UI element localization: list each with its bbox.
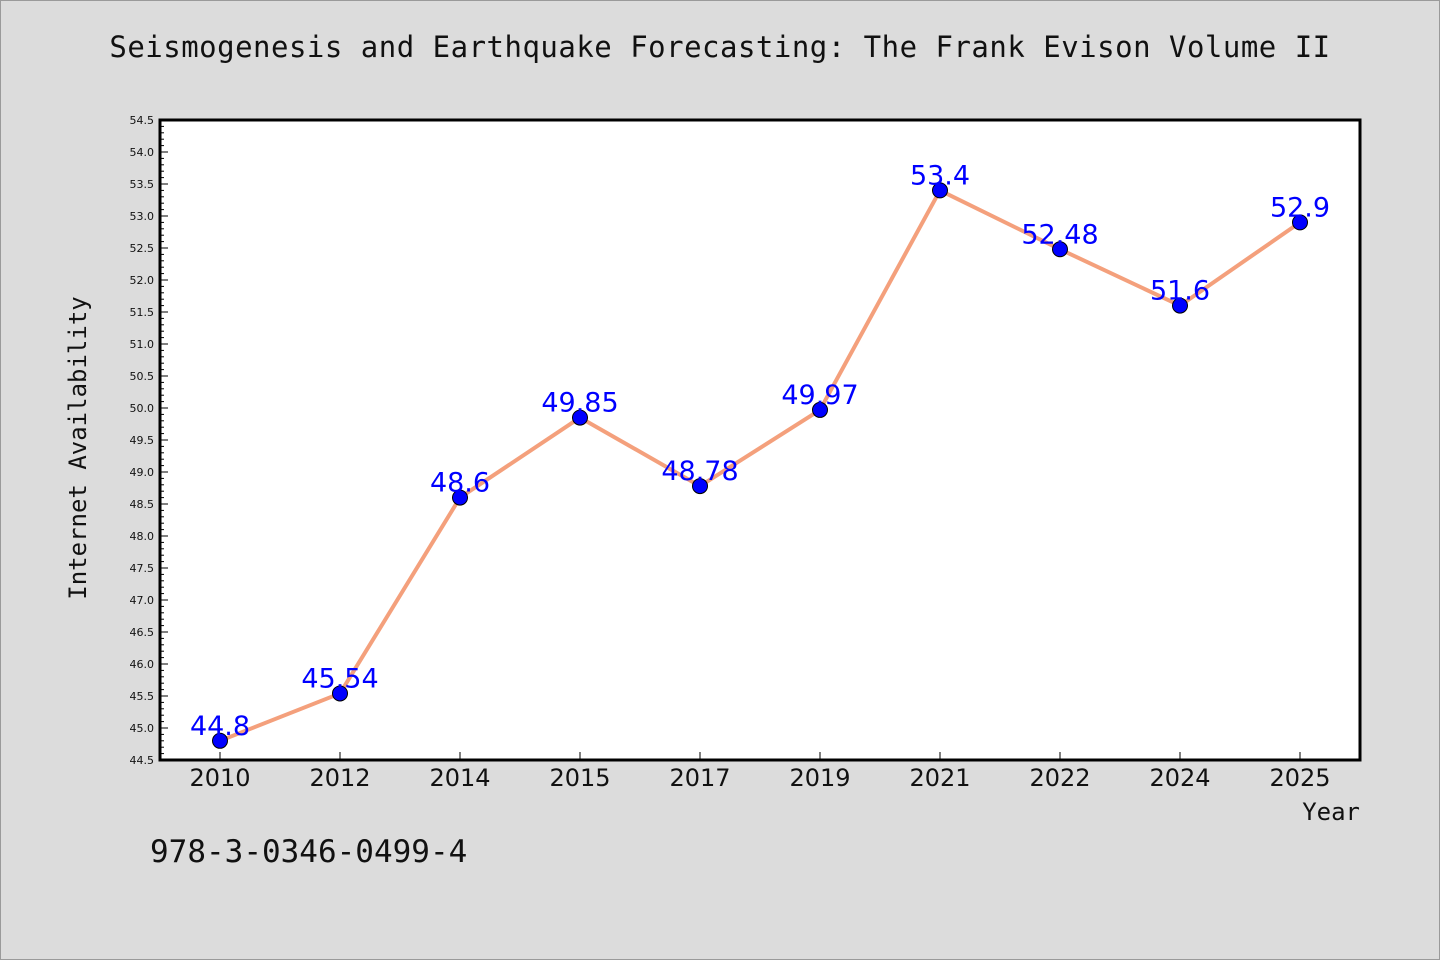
- y-tick-label: 47.5: [130, 562, 155, 575]
- y-tick-label: 51.0: [130, 338, 155, 351]
- y-tick-label: 48.5: [130, 498, 155, 511]
- data-point: [572, 409, 588, 426]
- y-tick-label: 52.0: [130, 274, 155, 287]
- y-tick-label: 46.5: [130, 626, 155, 639]
- data-point: [812, 401, 828, 418]
- x-tick-label: 2022: [1029, 764, 1090, 792]
- y-tick-label: 48.0: [130, 530, 155, 543]
- x-tick-label: 2017: [669, 764, 730, 792]
- y-tick-label: 54.5: [130, 114, 155, 127]
- plot-area: [158, 118, 1362, 762]
- y-tick-label: 45.0: [130, 722, 155, 735]
- data-point: [692, 478, 708, 495]
- data-point: [932, 182, 948, 199]
- y-tick-label: 44.5: [130, 754, 155, 767]
- x-tick-label: 2019: [789, 764, 850, 792]
- data-label: 51.6: [1150, 276, 1210, 307]
- y-tick-label: 53.0: [130, 210, 155, 223]
- y-axis: 44.5 45.0 45.5 46.0 46.5 47.0 47.5 48.0 48.5 49.0…: [130, 114, 168, 767]
- data-label: 52.9: [1270, 192, 1330, 223]
- chart-title: Seismogenesis and Earthquake Forecasting…: [109, 30, 1331, 64]
- series-line-group: [219, 188, 1302, 743]
- data-label: 53.4: [910, 160, 970, 191]
- data-label: 44.8: [190, 711, 250, 742]
- data-point: [452, 489, 468, 506]
- x-tick-label: 2024: [1149, 764, 1210, 792]
- x-tick-label: 2015: [549, 764, 610, 792]
- x-tick-label: 2010: [189, 764, 250, 792]
- data-label: 48.6: [430, 468, 490, 499]
- y-tick-label: 46.0: [130, 658, 155, 671]
- data-point: [1292, 214, 1308, 231]
- y-tick-label: 49.0: [130, 466, 155, 479]
- y-tick-label: 51.5: [130, 306, 155, 319]
- data-label: 49.85: [541, 388, 618, 419]
- data-points: [212, 182, 1308, 749]
- x-axis-label: Year: [1302, 798, 1360, 826]
- data-label: 49.97: [781, 380, 858, 411]
- data-point: [1052, 241, 1068, 258]
- data-point: [1172, 297, 1188, 314]
- isbn-text: 978-3-0346-0499-4: [150, 834, 468, 870]
- data-point: [332, 685, 348, 702]
- x-tick-label: 2021: [909, 764, 970, 792]
- data-point: [212, 732, 228, 749]
- x-tick-label: 2025: [1269, 764, 1330, 792]
- data-label: 45.54: [301, 663, 378, 694]
- data-label: 52.48: [1021, 219, 1098, 250]
- y-tick-label: 52.5: [130, 242, 155, 255]
- y-tick-label: 47.0: [130, 594, 155, 607]
- y-tick-label: 50.0: [130, 402, 155, 415]
- y-tick-label: 49.5: [130, 434, 155, 447]
- data-labels: 44.8 45.54 48.6 49.85 48.78 49.97 53.4 52.48 51.…: [190, 160, 1330, 741]
- y-tick-label: 45.5: [130, 690, 155, 703]
- y-tick-label: 50.5: [130, 370, 155, 383]
- x-tick-label: 2014: [429, 764, 490, 792]
- x-tick-label: 2012: [309, 764, 370, 792]
- y-tick-label: 54.0: [130, 146, 155, 159]
- x-axis: 2010 2012 2014 2015 2017 2019 2021 2022 2024 2025: [189, 752, 1331, 792]
- y-tick-label: 53.5: [130, 178, 155, 191]
- y-axis-label: Internet Availability: [64, 296, 92, 599]
- series-line: [219, 188, 1302, 743]
- data-label: 48.78: [661, 456, 738, 487]
